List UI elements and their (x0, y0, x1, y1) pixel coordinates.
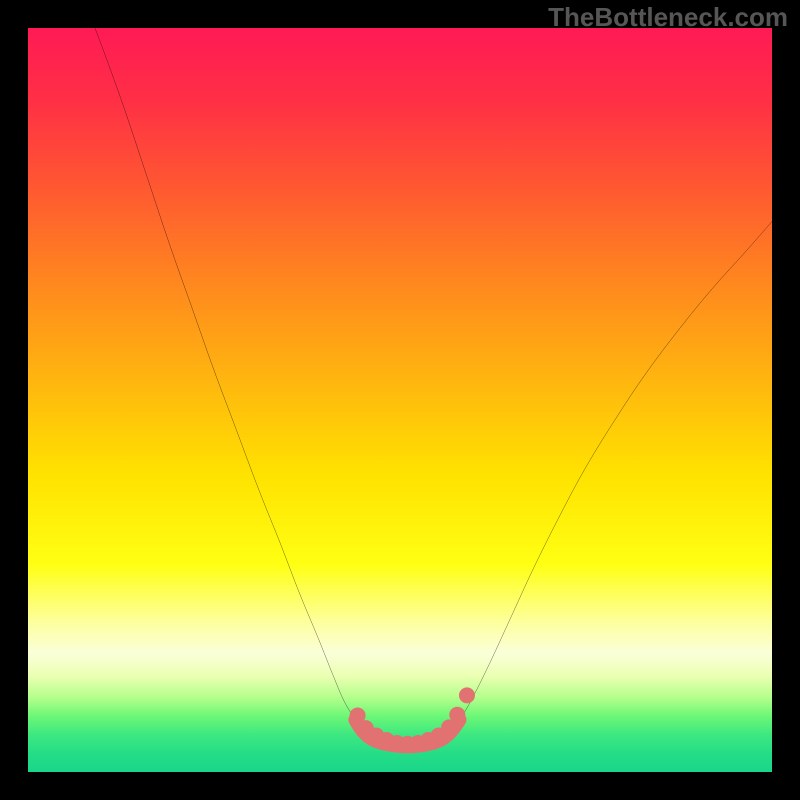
watermark-text: TheBottleneck.com (548, 2, 788, 33)
curve-left (95, 28, 355, 720)
valley-marker-dots (350, 707, 466, 752)
plot-area (28, 28, 772, 772)
isolated-marker (459, 687, 475, 703)
bottleneck-curve (28, 28, 772, 772)
curve-right (460, 221, 772, 719)
valley-marker-dot (449, 707, 465, 723)
chart-frame: TheBottleneck.com (0, 0, 800, 800)
